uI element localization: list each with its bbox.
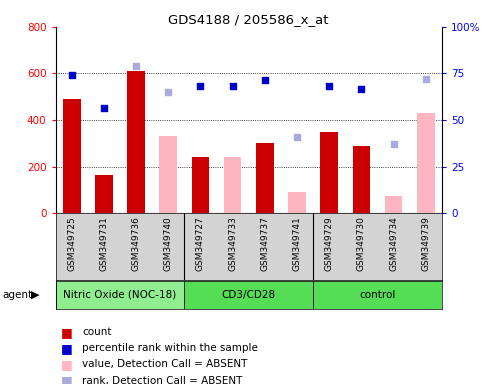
Point — [197, 83, 204, 89]
Text: ■: ■ — [60, 374, 72, 384]
Point — [132, 63, 140, 70]
Text: ▶: ▶ — [31, 290, 40, 300]
Point — [293, 134, 301, 141]
Text: GSM349731: GSM349731 — [99, 217, 108, 271]
Text: percentile rank within the sample: percentile rank within the sample — [82, 343, 258, 353]
Bar — [95, 175, 113, 213]
Bar — [256, 143, 274, 213]
Title: GDS4188 / 205586_x_at: GDS4188 / 205586_x_at — [169, 13, 329, 26]
Text: GSM349727: GSM349727 — [196, 217, 205, 271]
Bar — [63, 99, 81, 213]
Text: control: control — [359, 290, 396, 300]
Bar — [192, 157, 209, 213]
Text: agent: agent — [2, 290, 32, 300]
Text: GSM349733: GSM349733 — [228, 217, 237, 271]
Bar — [288, 192, 306, 213]
Text: ■: ■ — [60, 326, 72, 339]
Text: CD3/CD28: CD3/CD28 — [222, 290, 276, 300]
Text: GSM349740: GSM349740 — [164, 217, 173, 271]
Text: GSM349734: GSM349734 — [389, 217, 398, 271]
Bar — [185, 281, 313, 309]
Text: count: count — [82, 327, 112, 337]
Point — [357, 86, 365, 92]
Text: value, Detection Call = ABSENT: value, Detection Call = ABSENT — [82, 359, 247, 369]
Point — [229, 83, 237, 89]
Text: GSM349729: GSM349729 — [325, 217, 334, 271]
Text: GSM349737: GSM349737 — [260, 217, 270, 271]
Text: GSM349730: GSM349730 — [357, 217, 366, 271]
Bar — [320, 132, 338, 213]
Text: ■: ■ — [60, 342, 72, 355]
Bar — [224, 157, 242, 213]
Text: GSM349736: GSM349736 — [131, 217, 141, 271]
Text: rank, Detection Call = ABSENT: rank, Detection Call = ABSENT — [82, 376, 242, 384]
Bar — [56, 281, 185, 309]
Point — [100, 105, 108, 111]
Point — [68, 71, 75, 78]
Text: Nitric Oxide (NOC-18): Nitric Oxide (NOC-18) — [63, 290, 177, 300]
Text: GSM349725: GSM349725 — [67, 217, 76, 271]
Bar — [417, 113, 435, 213]
Bar — [313, 281, 442, 309]
Bar — [353, 146, 370, 213]
Text: GSM349739: GSM349739 — [421, 217, 430, 271]
Bar — [127, 71, 145, 213]
Text: GSM349741: GSM349741 — [293, 217, 301, 271]
Point — [422, 76, 430, 82]
Bar — [385, 196, 402, 213]
Point — [326, 83, 333, 89]
Point — [261, 77, 269, 83]
Text: ■: ■ — [60, 358, 72, 371]
Point — [164, 89, 172, 95]
Bar — [159, 136, 177, 213]
Point — [390, 141, 398, 147]
